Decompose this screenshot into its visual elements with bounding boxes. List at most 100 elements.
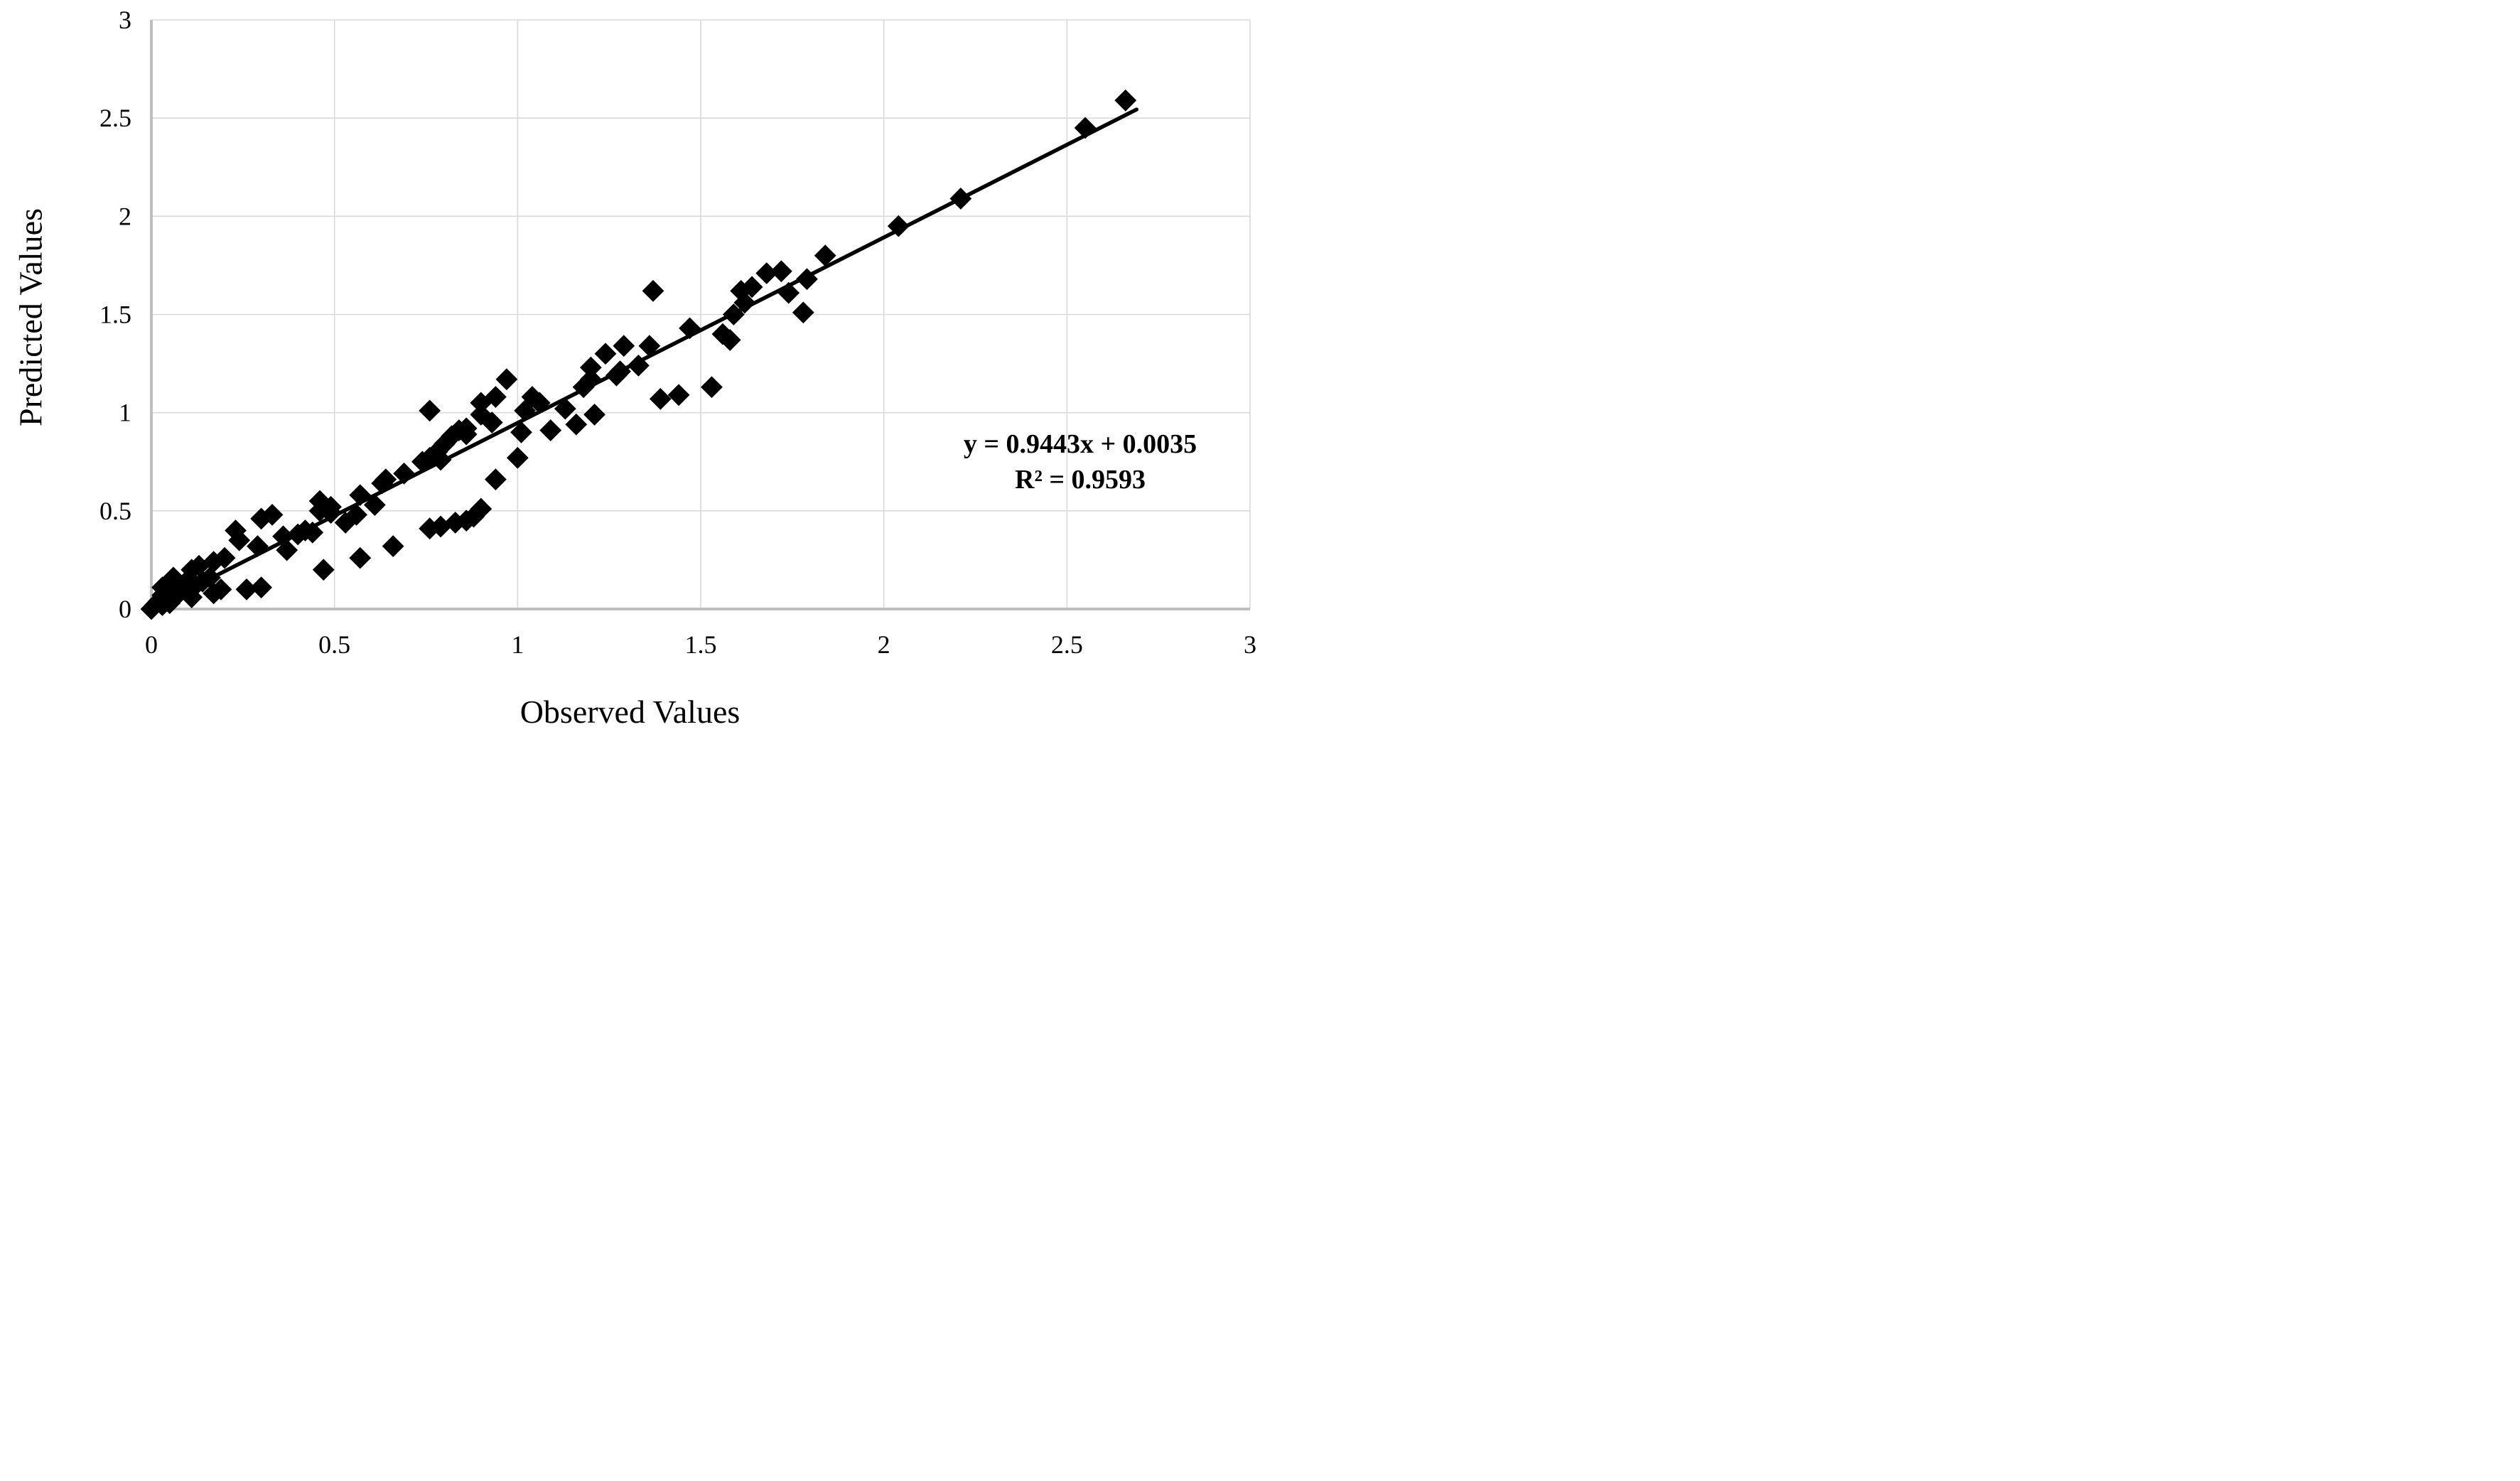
- x-tick-label: 0.5: [318, 630, 350, 659]
- marker-pattern-dot: [274, 510, 277, 513]
- marker-pattern-dot: [286, 549, 289, 551]
- marker-pattern-dot: [348, 524, 350, 527]
- data-point-diamond: [770, 260, 792, 283]
- marker-pattern-dot: [387, 475, 390, 478]
- marker-pattern-dot: [721, 333, 724, 335]
- marker-pattern-dot: [714, 382, 716, 385]
- data-point-diamond: [429, 448, 452, 471]
- marker-pattern-dot: [399, 469, 402, 472]
- marker-pattern-dot: [809, 274, 812, 277]
- marker-pattern-dot: [805, 278, 808, 281]
- marker-pattern-dot: [710, 386, 713, 389]
- marker-pattern-dot: [395, 542, 398, 544]
- marker-pattern-dot: [718, 330, 721, 333]
- marker-pattern-dot: [956, 200, 959, 203]
- data-point-diamond: [247, 535, 269, 557]
- marker-pattern-dot: [220, 588, 222, 591]
- marker-pattern-dot: [190, 587, 193, 590]
- marker-pattern-dot: [462, 522, 465, 525]
- marker-pattern-dot: [762, 275, 765, 278]
- data-point-diamond: [627, 354, 650, 377]
- marker-pattern-dot: [399, 475, 402, 478]
- marker-pattern-dot: [571, 426, 574, 429]
- marker-pattern-dot: [1121, 102, 1124, 105]
- marker-pattern-dot: [257, 583, 259, 586]
- marker-pattern-dot: [355, 554, 358, 556]
- marker-pattern-dot: [674, 397, 677, 399]
- marker-pattern-dot: [326, 509, 329, 512]
- marker-pattern-dot: [799, 314, 802, 317]
- marker-pattern-dot: [462, 430, 465, 433]
- marker-pattern-dot: [377, 507, 379, 510]
- data-point-diamond: [949, 188, 972, 210]
- y-tick-label: 2: [119, 202, 131, 230]
- marker-pattern-dot: [681, 397, 684, 399]
- data-point-diamond: [613, 335, 635, 357]
- marker-pattern-dot: [436, 455, 439, 458]
- trendline-equation-line1: y = 0.9443x + 0.0035: [963, 429, 1197, 459]
- marker-pattern-dot: [431, 530, 434, 533]
- marker-pattern-dot: [260, 586, 263, 589]
- marker-pattern-dot: [289, 546, 291, 548]
- marker-pattern-dot: [314, 534, 317, 537]
- marker-pattern-dot: [777, 266, 780, 269]
- marker-pattern-dot: [508, 375, 511, 377]
- marker-pattern-dot: [358, 517, 361, 519]
- marker-pattern-dot: [475, 519, 478, 522]
- marker-pattern-dot: [341, 524, 344, 527]
- marker-pattern-dot: [736, 293, 739, 296]
- marker-pattern-dot: [542, 404, 544, 407]
- marker-pattern-dot: [596, 416, 599, 419]
- marker-pattern-dot: [604, 352, 607, 355]
- marker-pattern-dot: [355, 497, 358, 500]
- marker-pattern-dot: [681, 390, 684, 393]
- scatter-chart: 0 0.5 1 1.5 2 2.5 3 0 0.5 1 1.5 2 2.5 3 Observed Valu…: [0, 0, 1260, 740]
- marker-pattern-dot: [322, 569, 325, 571]
- marker-pattern-dot: [322, 496, 325, 499]
- marker-pattern-dot: [691, 323, 694, 326]
- marker-pattern-dot: [662, 394, 665, 397]
- marker-pattern-dot: [805, 314, 808, 317]
- marker-pattern-dot: [552, 426, 555, 429]
- marker-pattern-dot: [377, 500, 379, 503]
- x-axis-title: Observed Values: [519, 694, 741, 730]
- marker-pattern-dot: [542, 398, 544, 401]
- marker-pattern-dot: [209, 595, 212, 598]
- marker-pattern-dot: [589, 366, 592, 369]
- data-point-diamond: [429, 515, 452, 538]
- y-tick-label: 0.5: [99, 497, 131, 525]
- marker-pattern-dot: [454, 521, 457, 524]
- marker-pattern-dot: [381, 481, 384, 484]
- marker-pattern-dot: [377, 485, 380, 488]
- trendline-equation: y = 0.9443x + 0.0035 R² = 0.9593: [874, 426, 1260, 497]
- marker-pattern-dot: [158, 583, 161, 586]
- marker-pattern-dot: [578, 420, 581, 423]
- marker-pattern-dot: [962, 194, 965, 197]
- marker-pattern-dot: [403, 472, 406, 475]
- marker-pattern-dot: [601, 355, 603, 358]
- marker-pattern-dot: [330, 505, 333, 508]
- marker-pattern-dot: [432, 447, 435, 450]
- marker-pattern-dot: [517, 434, 519, 437]
- marker-pattern-dot: [431, 413, 434, 416]
- marker-pattern-dot: [355, 560, 358, 563]
- marker-pattern-dot: [780, 270, 782, 273]
- marker-pattern-dot: [784, 295, 787, 298]
- marker-pattern-dot: [483, 504, 485, 507]
- x-tick-label: 2: [878, 630, 890, 659]
- marker-pattern-dot: [612, 377, 615, 380]
- data-point-diamond: [514, 399, 537, 422]
- marker-pattern-dot: [352, 517, 355, 519]
- marker-pattern-dot: [790, 289, 793, 291]
- data-point-diamond: [375, 468, 397, 491]
- plot-area: 0 0.5 1 1.5 2 2.5 3 0 0.5 1 1.5 2 2.5 3: [99, 6, 1256, 659]
- marker-pattern-dot: [527, 413, 529, 416]
- data-point-diamond: [887, 215, 910, 237]
- marker-pattern-dot: [524, 409, 527, 412]
- marker-pattern-dot: [447, 438, 450, 441]
- marker-pattern-dot: [187, 593, 190, 596]
- marker-pattern-dot: [561, 404, 564, 407]
- marker-pattern-dot: [451, 518, 453, 521]
- marker-pattern-dot: [223, 556, 226, 559]
- marker-pattern-dot: [359, 494, 362, 497]
